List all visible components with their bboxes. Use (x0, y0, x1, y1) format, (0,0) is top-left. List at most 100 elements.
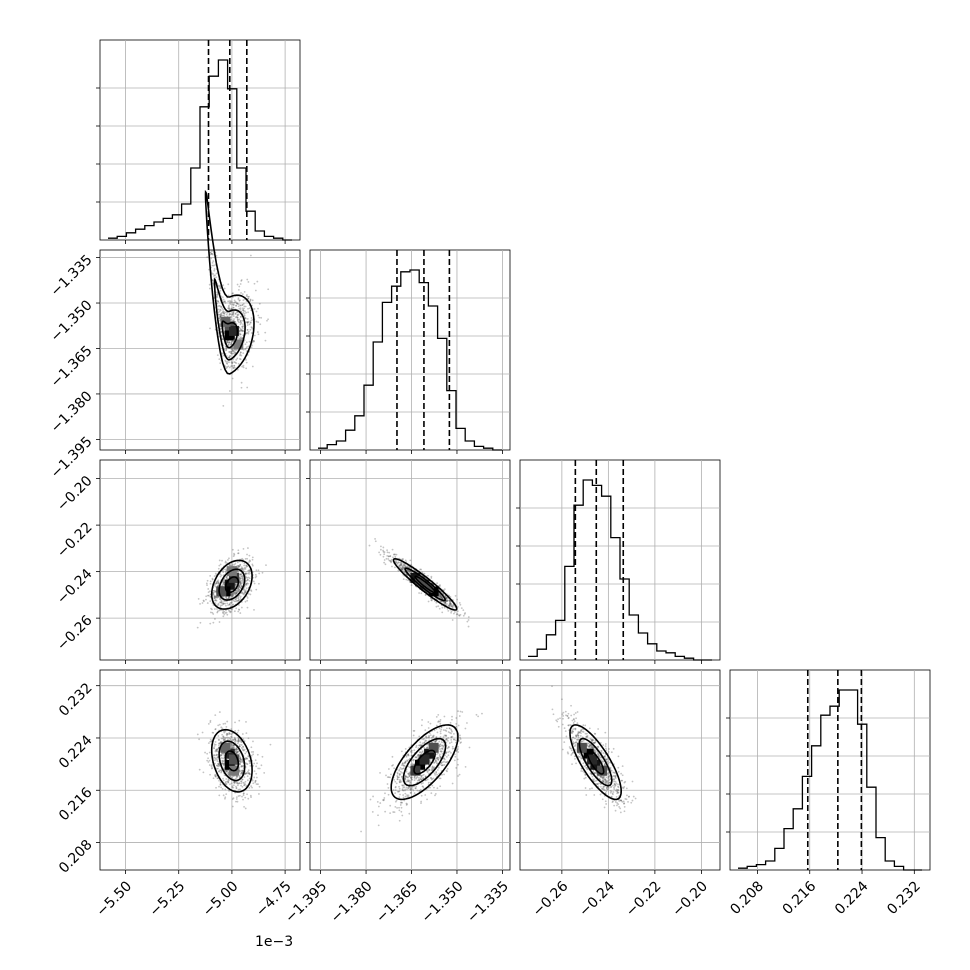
scatter-point (244, 343, 247, 346)
scatter-point (231, 595, 233, 597)
scatter-point (236, 313, 239, 316)
scatter-point (226, 312, 229, 314)
scatter-point (225, 360, 227, 363)
scatter-point (228, 356, 230, 359)
scatter-point (264, 331, 267, 334)
scatter-point (415, 785, 418, 788)
scatter-point (247, 772, 250, 775)
scatter-point (241, 319, 244, 322)
scatter-point (410, 584, 413, 587)
scatter-point (215, 272, 218, 275)
scatter-point (228, 351, 230, 353)
scatter-point (235, 592, 238, 594)
scatter-point (214, 585, 217, 588)
scatter-point (236, 283, 239, 286)
scatter-point (241, 569, 244, 572)
scatter-point (220, 327, 223, 330)
scatter-point (239, 580, 242, 583)
scatter-point (240, 744, 243, 746)
scatter-point (220, 769, 222, 772)
scatter-point (215, 748, 218, 751)
scatter-point (242, 592, 245, 595)
scatter-point (231, 349, 234, 352)
scatter-point (228, 603, 231, 606)
scatter-point (228, 557, 230, 560)
scatter-point (398, 769, 400, 772)
scatter-point (399, 565, 401, 568)
scatter-point (222, 314, 224, 317)
scatter-point (212, 613, 215, 615)
scatter-point (222, 571, 225, 574)
scatter-point (437, 713, 440, 716)
scatter-point (238, 590, 241, 592)
scatter-point (235, 776, 238, 779)
scatter-point (256, 753, 259, 756)
scatter-point (219, 313, 221, 316)
scatter-point (218, 358, 221, 361)
scatter-point (398, 806, 400, 809)
scatter-point (248, 571, 250, 574)
scatter-point (242, 366, 245, 369)
scatter-point (239, 583, 242, 585)
scatter-point (234, 739, 237, 742)
scatter-point (236, 317, 239, 319)
scatter-point (229, 303, 232, 306)
scatter-point (228, 356, 231, 359)
scatter-point (250, 590, 253, 592)
histogram-step-1 (318, 269, 502, 451)
scatter-point (249, 254, 252, 257)
scatter-point (228, 597, 231, 599)
scatter-point (214, 596, 217, 599)
scatter-point (220, 305, 223, 308)
scatter-point (258, 793, 260, 795)
scatter-point (208, 759, 211, 762)
scatter-point (453, 759, 456, 762)
scatter-point (240, 747, 243, 749)
scatter-point (435, 770, 438, 773)
scatter-point (237, 565, 240, 568)
scatter-point (226, 613, 229, 616)
histogram-step-2 (528, 479, 712, 661)
scatter-point (237, 549, 240, 552)
scatter-point (239, 333, 242, 336)
scatter-point (450, 738, 453, 741)
scatter-point (215, 582, 218, 585)
scatter-point (213, 595, 216, 598)
scatter-point (246, 793, 248, 796)
scatter-point (239, 353, 242, 355)
scatter-point (251, 786, 253, 789)
scatter-point (234, 600, 237, 603)
scatter-point (228, 355, 231, 357)
scatter-point (238, 585, 241, 587)
scatter-point (258, 316, 261, 319)
scatter-point (246, 386, 249, 389)
scatter-point (434, 759, 437, 762)
scatter-point (267, 318, 269, 321)
scatter-point (428, 768, 431, 771)
scatter-point (204, 751, 206, 754)
scatter-point (250, 796, 252, 799)
scatter-point (221, 338, 224, 341)
scatter-point (247, 297, 250, 300)
scatter-point (258, 582, 260, 585)
scatter-point (464, 765, 467, 768)
scatter-point (426, 736, 429, 739)
scatter-point (209, 574, 212, 577)
scatter-point (430, 769, 433, 772)
scatter-point (443, 764, 446, 766)
scatter-point (407, 794, 410, 797)
scatter-point (374, 538, 376, 540)
scatter-point (239, 351, 242, 354)
scatter-point (245, 579, 248, 582)
scatter-point (605, 747, 607, 750)
scatter-point (257, 331, 259, 333)
scatter-point (403, 786, 406, 789)
scatter-point (223, 582, 225, 585)
scatter-point (244, 310, 246, 313)
scatter-point (254, 576, 257, 579)
scatter-point (442, 729, 445, 731)
scatter-point (245, 367, 248, 370)
scatter-point (223, 300, 226, 303)
scatter-point (222, 609, 224, 612)
scatter-point (236, 591, 239, 594)
